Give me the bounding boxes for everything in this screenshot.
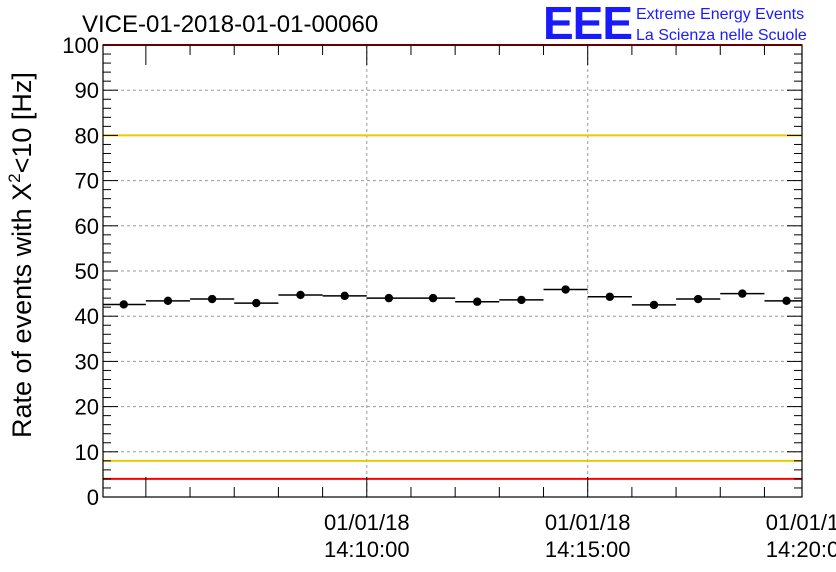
y-axis-label: Rate of events with X2<10 [Hz] [5,72,37,438]
y-tick-label: 100 [62,33,99,58]
x-tick-label-time: 14:20:00 [766,537,836,562]
y-tick-label: 20 [75,395,99,420]
y-tick-label: 70 [75,169,99,194]
data-point [649,300,659,310]
x-tick-label-time: 14:15:00 [545,537,631,562]
logo-line1: Extreme Energy Events [636,6,804,23]
logo-mark: EEE [543,0,632,49]
x-tick-label-date: 01/01/18 [324,510,410,535]
reference-lines [103,44,802,480]
data-point [473,297,482,306]
x-tick-label-date: 01/01/18 [545,510,631,535]
axes [102,44,803,498]
y-tick-label: 10 [75,440,99,465]
data-points [103,285,802,310]
y-tick-label: 80 [75,123,99,148]
y-tick-label: 40 [75,304,99,329]
eee-logo: EEE Extreme Energy Events La Scienza nel… [543,0,807,49]
x-tick-label-time: 14:10:00 [324,537,410,562]
data-point [296,290,305,300]
data-point [517,295,526,305]
data-point [119,300,128,309]
logo-line2: La Scienza nelle Scuole [636,27,807,44]
data-point [782,296,791,306]
chart-title: VICE-01-2018-01-01-00060 [82,11,378,38]
data-point [384,293,394,303]
data-point [252,298,261,308]
y-tick-label: 60 [75,214,99,239]
data-point [561,285,570,294]
data-point [693,294,703,304]
data-point [738,289,747,298]
x-tick-labels: 01/01/1814:10:0001/01/1814:15:0001/01/18… [324,510,836,562]
data-point [605,292,614,301]
x-tick-label-date: 01/01/18 [766,510,836,535]
y-tick-labels: 0 10 20 30 40 50 60 70 80 90 100 [62,33,99,510]
data-point [163,296,173,306]
y-tick-label: 30 [75,349,99,374]
data-point [340,291,349,301]
y-tick-label: 50 [75,259,99,284]
y-tick-label: 0 [87,485,99,510]
data-point [428,293,438,303]
y-tick-label: 90 [75,78,99,103]
data-point [207,294,217,304]
grid [103,45,802,497]
